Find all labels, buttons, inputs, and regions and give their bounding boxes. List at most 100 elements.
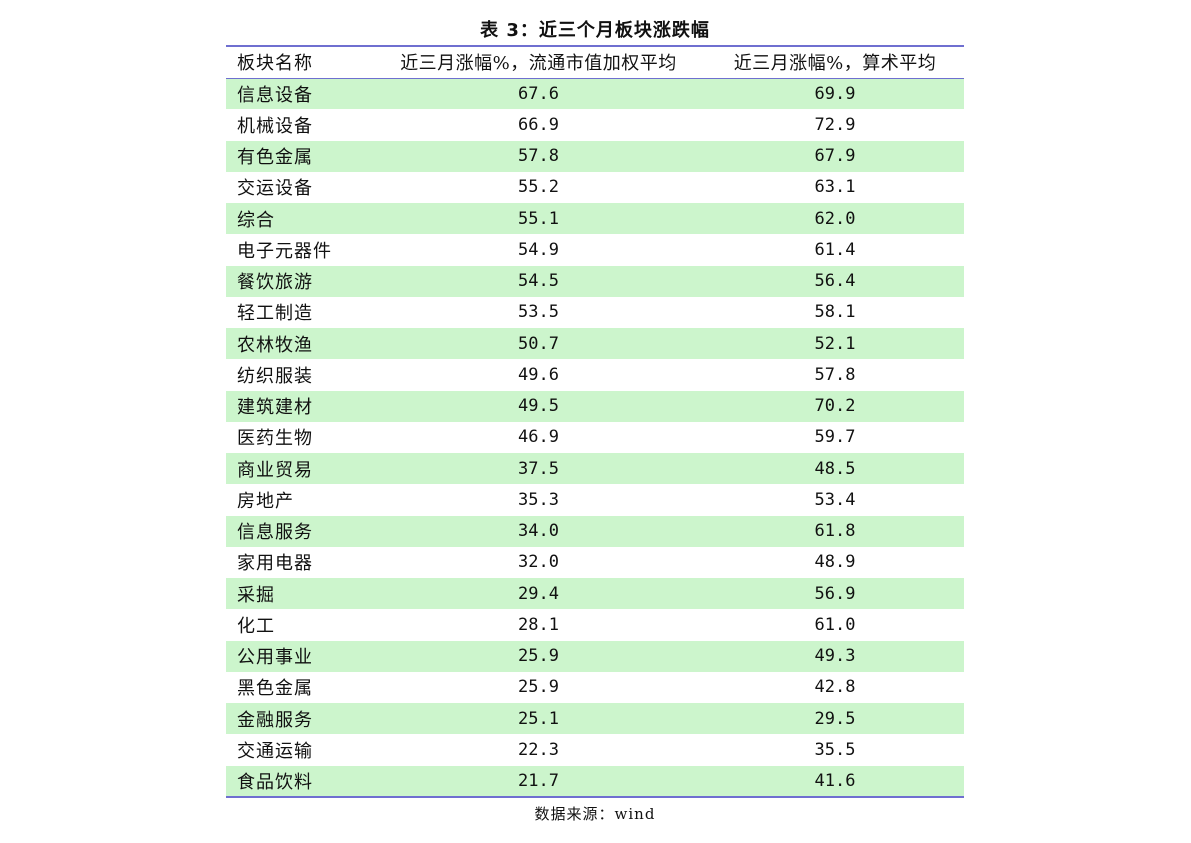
arithmetic-average-cell: 57.8 bbox=[814, 364, 856, 385]
sector-name-cell: 房地产 bbox=[237, 490, 294, 512]
arithmetic-average-cell: 62.0 bbox=[706, 203, 964, 235]
sector-name-cell: 交通运输 bbox=[237, 740, 313, 762]
weighted-average-cell: 66.9 bbox=[518, 114, 559, 135]
arithmetic-average-cell: 72.9 bbox=[814, 114, 856, 135]
header-arithmetic-average: 近三月涨幅%，算术平均 bbox=[733, 53, 937, 75]
table-row: 医药生物 46.9 59.7 bbox=[226, 422, 964, 453]
table-row: 信息服务 34.0 61.8 bbox=[226, 515, 964, 547]
weighted-average-cell: 46.9 bbox=[518, 427, 559, 448]
sector-name-cell: 采掘 bbox=[226, 578, 371, 610]
weighted-average-cell: 37.5 bbox=[371, 453, 706, 485]
table-row: 信息设备 67.6 69.9 bbox=[226, 78, 964, 110]
weighted-average-cell: 28.1 bbox=[518, 614, 559, 635]
header-row: 板块名称 近三月涨幅%，流通市值加权平均 近三月涨幅%，算术平均 bbox=[226, 46, 964, 78]
sector-name-cell: 黑色金属 bbox=[237, 678, 313, 700]
table-row: 房地产 35.3 53.4 bbox=[226, 484, 964, 515]
arithmetic-average-cell: 61.0 bbox=[814, 614, 856, 635]
arithmetic-average-cell: 67.9 bbox=[706, 140, 964, 172]
sector-name-cell: 信息设备 bbox=[226, 78, 371, 110]
table-row: 建筑建材 49.5 70.2 bbox=[226, 390, 964, 422]
arithmetic-average-cell: 48.5 bbox=[706, 453, 964, 485]
sector-performance-table: 板块名称 近三月涨幅%，流通市值加权平均 近三月涨幅%，算术平均 信息设备 67.… bbox=[226, 45, 964, 798]
table-title: 表 3：近三个月板块涨跌幅 bbox=[480, 20, 710, 41]
weighted-average-cell: 50.7 bbox=[371, 328, 706, 360]
weighted-average-cell: 32.0 bbox=[518, 552, 559, 573]
sector-name-cell: 医药生物 bbox=[237, 428, 313, 450]
sector-name-cell: 交运设备 bbox=[237, 178, 313, 200]
weighted-average-cell: 55.2 bbox=[518, 177, 559, 198]
weighted-average-cell: 67.6 bbox=[371, 78, 706, 110]
sector-name-cell: 农林牧渔 bbox=[226, 328, 371, 360]
weighted-average-cell: 25.9 bbox=[518, 677, 559, 698]
weighted-average-cell: 53.5 bbox=[518, 302, 559, 323]
sector-name-cell: 机械设备 bbox=[237, 115, 313, 137]
weighted-average-cell: 57.8 bbox=[371, 140, 706, 172]
sector-name-cell: 化工 bbox=[237, 615, 275, 637]
table-row: 电子元器件 54.9 61.4 bbox=[226, 234, 964, 265]
arithmetic-average-cell: 56.4 bbox=[706, 265, 964, 297]
table-row: 轻工制造 53.5 58.1 bbox=[226, 297, 964, 328]
weighted-average-cell: 22.3 bbox=[518, 739, 559, 760]
sector-name-cell: 纺织服装 bbox=[237, 365, 313, 387]
sector-name-cell: 信息服务 bbox=[226, 515, 371, 547]
table-row: 化工 28.1 61.0 bbox=[226, 609, 964, 640]
weighted-average-cell: 55.1 bbox=[371, 203, 706, 235]
sector-name-cell: 家用电器 bbox=[237, 553, 313, 575]
table-row: 公用事业 25.9 49.3 bbox=[226, 640, 964, 672]
weighted-average-cell: 34.0 bbox=[371, 515, 706, 547]
table-row: 纺织服装 49.6 57.8 bbox=[226, 359, 964, 390]
table-row: 家用电器 32.0 48.9 bbox=[226, 547, 964, 578]
arithmetic-average-cell: 35.5 bbox=[814, 739, 856, 760]
arithmetic-average-cell: 56.9 bbox=[706, 578, 964, 610]
sector-name-cell: 公用事业 bbox=[226, 640, 371, 672]
arithmetic-average-cell: 58.1 bbox=[814, 302, 856, 323]
header-sector-name: 板块名称 bbox=[237, 53, 313, 75]
arithmetic-average-cell: 52.1 bbox=[706, 328, 964, 360]
arithmetic-average-cell: 29.5 bbox=[706, 703, 964, 735]
sector-name-cell: 轻工制造 bbox=[237, 303, 313, 325]
arithmetic-average-cell: 48.9 bbox=[814, 552, 856, 573]
table-row: 餐饮旅游 54.5 56.4 bbox=[226, 265, 964, 297]
arithmetic-average-cell: 63.1 bbox=[814, 177, 856, 198]
arithmetic-average-cell: 42.8 bbox=[814, 677, 856, 698]
table-row: 有色金属 57.8 67.9 bbox=[226, 140, 964, 172]
table-row: 交通运输 22.3 35.5 bbox=[226, 734, 964, 765]
weighted-average-cell: 25.9 bbox=[371, 640, 706, 672]
weighted-average-cell: 54.5 bbox=[371, 265, 706, 297]
arithmetic-average-cell: 61.4 bbox=[814, 239, 856, 260]
arithmetic-average-cell: 59.7 bbox=[814, 427, 856, 448]
data-source-note: 数据来源：wind bbox=[534, 805, 656, 823]
table-row: 食品饮料 21.7 41.6 bbox=[226, 765, 964, 797]
weighted-average-cell: 35.3 bbox=[518, 489, 559, 510]
table-header: 板块名称 近三月涨幅%，流通市值加权平均 近三月涨幅%，算术平均 bbox=[226, 46, 964, 78]
weighted-average-cell: 49.6 bbox=[518, 364, 559, 385]
arithmetic-average-cell: 53.4 bbox=[814, 489, 856, 510]
header-weighted-average: 近三月涨幅%，流通市值加权平均 bbox=[400, 53, 677, 75]
sector-name-cell: 有色金属 bbox=[226, 140, 371, 172]
sector-name-cell: 餐饮旅游 bbox=[226, 265, 371, 297]
arithmetic-average-cell: 69.9 bbox=[706, 78, 964, 110]
sector-name-cell: 综合 bbox=[226, 203, 371, 235]
arithmetic-average-cell: 70.2 bbox=[706, 390, 964, 422]
table-row: 商业贸易 37.5 48.5 bbox=[226, 453, 964, 485]
weighted-average-cell: 54.9 bbox=[518, 239, 559, 260]
arithmetic-average-cell: 49.3 bbox=[706, 640, 964, 672]
weighted-average-cell: 21.7 bbox=[371, 765, 706, 797]
table-row: 金融服务 25.1 29.5 bbox=[226, 703, 964, 735]
table-body: 信息设备 67.6 69.9 机械设备 66.9 72.9 有色金属 57.8 67.9 交运设备… bbox=[226, 78, 964, 797]
table-row: 黑色金属 25.9 42.8 bbox=[226, 672, 964, 703]
sector-name-cell: 金融服务 bbox=[226, 703, 371, 735]
table-row: 农林牧渔 50.7 52.1 bbox=[226, 328, 964, 360]
table-row: 交运设备 55.2 63.1 bbox=[226, 172, 964, 203]
weighted-average-cell: 29.4 bbox=[371, 578, 706, 610]
weighted-average-cell: 49.5 bbox=[371, 390, 706, 422]
weighted-average-cell: 25.1 bbox=[371, 703, 706, 735]
arithmetic-average-cell: 61.8 bbox=[706, 515, 964, 547]
table-row: 采掘 29.4 56.9 bbox=[226, 578, 964, 610]
sector-name-cell: 食品饮料 bbox=[226, 765, 371, 797]
arithmetic-average-cell: 41.6 bbox=[706, 765, 964, 797]
table-row: 机械设备 66.9 72.9 bbox=[226, 109, 964, 140]
sector-name-cell: 电子元器件 bbox=[237, 240, 332, 262]
sector-name-cell: 商业贸易 bbox=[226, 453, 371, 485]
